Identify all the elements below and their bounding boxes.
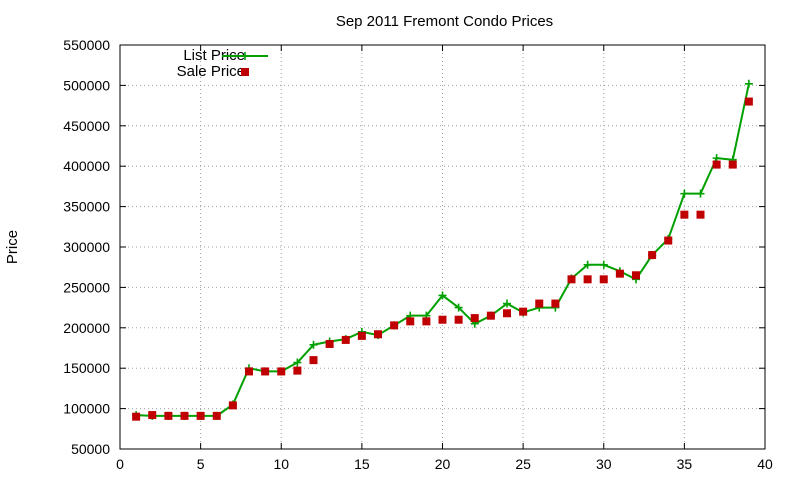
sale-price-point: [599, 275, 608, 284]
sale-price-point: [148, 411, 157, 420]
sale-price-point: [406, 317, 415, 326]
y-tick-label: 350000: [63, 199, 110, 215]
sale-price-point: [664, 236, 673, 245]
x-tick-label: 40: [757, 456, 773, 472]
sale-price-point: [535, 299, 544, 308]
sale-price-point: [132, 412, 141, 421]
y-tick-label: 200000: [63, 320, 110, 336]
list-price-point: [696, 189, 705, 198]
sale-price-point: [486, 311, 495, 320]
sale-price-point: [196, 411, 205, 420]
y-axis-label: Price: [4, 230, 21, 264]
sale-price-point: [277, 367, 286, 376]
y-tick-label: 100000: [63, 401, 110, 417]
sale-price-point: [261, 367, 270, 376]
legend-list-price-marker: [241, 52, 249, 60]
sale-price-point: [309, 356, 318, 365]
sale-price-point: [422, 317, 431, 326]
sale-price-point: [293, 366, 302, 375]
x-tick-label: 35: [677, 456, 693, 472]
x-tick-label: 25: [515, 456, 531, 472]
list-price-point: [309, 340, 318, 349]
sale-price-point: [325, 339, 334, 348]
sale-price-point: [648, 251, 657, 260]
sale-price-point: [164, 411, 173, 420]
y-tick-label: 300000: [63, 239, 110, 255]
y-tick-label: 400000: [63, 158, 110, 174]
sale-price-point: [615, 269, 624, 278]
sale-price-point: [567, 275, 576, 284]
x-tick-label: 5: [197, 456, 205, 472]
list-price-point: [293, 358, 302, 367]
sale-price-point: [212, 411, 221, 420]
ticks: [119, 44, 766, 450]
sale-price-point: [454, 315, 463, 324]
sale-price-point: [438, 315, 447, 324]
sale-price-point: [712, 160, 721, 169]
sale-price-point: [680, 210, 689, 219]
sale-price-point: [583, 275, 592, 284]
sale-price-point: [744, 97, 753, 106]
series-layer: [132, 79, 753, 421]
list-price-point: [503, 299, 511, 308]
y-tick-label: 150000: [63, 360, 110, 376]
x-tick-label: 10: [273, 456, 289, 472]
list-price-point: [744, 79, 753, 88]
y-tick-label: 250000: [63, 279, 110, 295]
x-tick-label: 0: [116, 456, 124, 472]
sale-price-point: [503, 309, 511, 318]
x-tick-label: 20: [435, 456, 451, 472]
sale-price-point: [228, 401, 237, 410]
sale-price-point: [180, 411, 189, 420]
grid: [120, 45, 765, 449]
legend-sale-price-label: Sale Price: [177, 63, 245, 80]
x-tick-label: 30: [596, 456, 612, 472]
list-price-point: [599, 260, 608, 269]
sale-price-point: [632, 271, 640, 280]
sale-price-point: [519, 307, 528, 316]
tick-labels: 0 5 10 15 20 25 30 35 40 50000 100000 150000 200000 2…: [63, 37, 773, 472]
y-tick-label: 550000: [63, 37, 110, 53]
y-tick-label: 50000: [71, 441, 110, 457]
y-tick-label: 500000: [63, 77, 110, 93]
y-tick-label: 450000: [63, 118, 110, 134]
sale-price-point: [245, 367, 253, 376]
sale-price-point: [390, 321, 399, 330]
chart-title: Sep 2011 Fremont Condo Prices: [336, 13, 553, 30]
sale-price-point: [728, 160, 737, 169]
x-tick-label: 15: [354, 456, 370, 472]
list-price-point: [680, 189, 689, 198]
sale-price-point: [696, 210, 705, 219]
list-price-point: [438, 291, 447, 300]
sale-price-point: [357, 331, 366, 340]
legend-sale-price-marker: [241, 68, 249, 76]
sale-price-point: [470, 314, 479, 323]
list-price-point: [454, 303, 463, 312]
legend-list-price-label: List Price: [183, 47, 245, 64]
list-price-point: [583, 260, 592, 269]
sale-price-point: [341, 335, 350, 344]
sale-price-point: [374, 330, 382, 339]
sale-price-point: [551, 299, 560, 308]
